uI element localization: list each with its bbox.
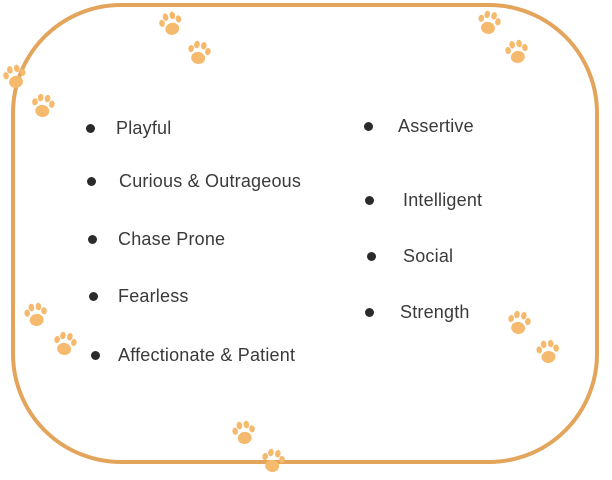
paw-print-icon (500, 35, 535, 70)
bullet-icon (88, 235, 97, 244)
bullet-icon (364, 122, 373, 131)
trait-item: Assertive (364, 116, 474, 137)
paw-print-icon (227, 416, 261, 450)
trait-item: Curious & Outrageous (87, 171, 301, 192)
trait-label: Assertive (398, 116, 474, 136)
paw-print-icon (182, 36, 217, 71)
trait-label: Fearless (118, 286, 189, 306)
trait-label: Strength (400, 302, 470, 322)
trait-label: Affectionate & Patient (118, 345, 296, 365)
paw-print-icon (19, 298, 53, 332)
trait-label: Intelligent (403, 190, 483, 210)
trait-label: Chase Prone (118, 229, 226, 249)
paw-print-icon (153, 6, 190, 43)
bullet-icon (86, 124, 95, 133)
trait-label: Curious & Outrageous (119, 171, 302, 191)
paw-print-icon (48, 327, 83, 362)
trait-label: Playful (116, 118, 172, 138)
trait-item: Affectionate & Patient (91, 345, 295, 366)
trait-item: Fearless (89, 286, 189, 307)
bullet-icon (365, 196, 374, 205)
paw-print-icon (502, 306, 537, 341)
trait-item: Playful (86, 118, 171, 139)
bullet-icon (89, 292, 98, 301)
paw-print-icon (0, 59, 33, 95)
trait-item: Chase Prone (88, 229, 225, 250)
trait-item: Social (367, 246, 453, 267)
trait-item: Intelligent (365, 190, 482, 211)
bullet-icon (87, 177, 96, 186)
bullet-icon (91, 351, 100, 360)
trait-item: Strength (365, 302, 470, 323)
bullet-icon (367, 252, 376, 261)
trait-label: Social (403, 246, 454, 266)
bullet-icon (365, 308, 374, 317)
rounded-frame (11, 3, 599, 464)
paw-print-icon (26, 89, 60, 123)
paw-print-icon (532, 336, 565, 369)
paw-print-icon (471, 5, 507, 41)
paw-print-icon (256, 444, 291, 479)
